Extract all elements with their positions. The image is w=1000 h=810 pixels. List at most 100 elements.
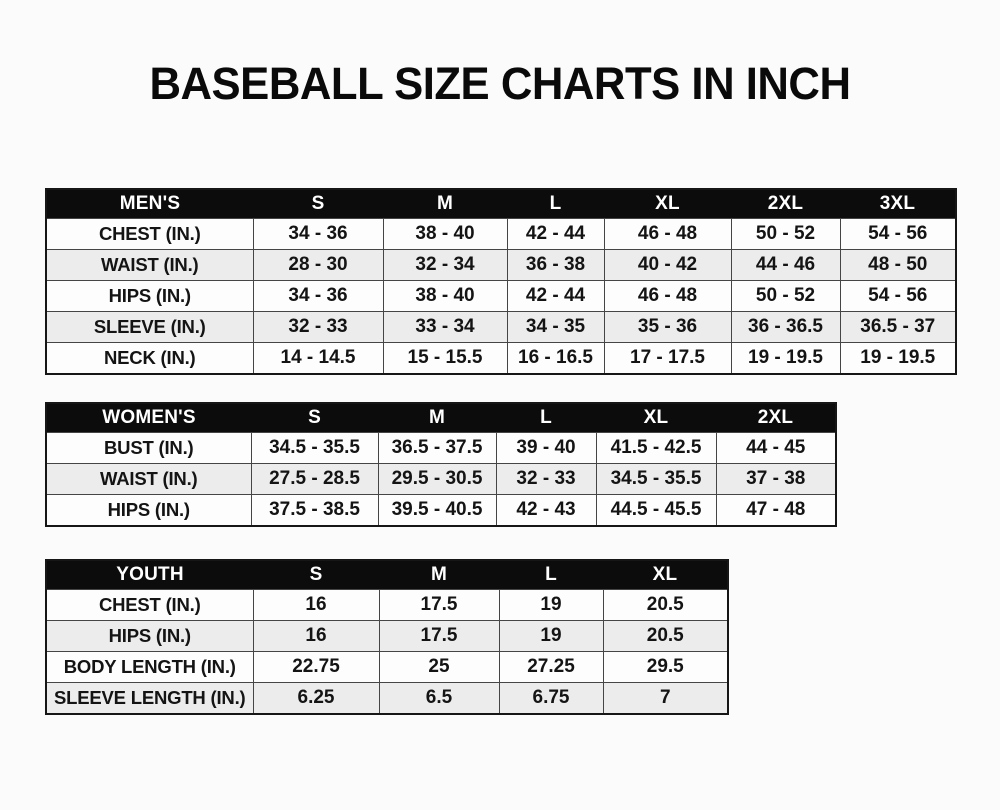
mens-size-value: 50 - 52 — [730, 218, 841, 251]
mens-size-column-header: L — [507, 188, 604, 219]
youth-row-label: CHEST (IN.) — [45, 589, 254, 622]
mens-size-column-header: S — [253, 188, 383, 219]
youth-table-row: CHEST (IN.) 16 17.5 19 20.5 — [45, 589, 729, 622]
youth-row-label: BODY LENGTH (IN.) — [45, 651, 254, 684]
youth-size-value: 17.5 — [378, 620, 500, 653]
mens-size-value: 48 - 50 — [839, 249, 957, 282]
womens-size-value: 29.5 - 30.5 — [377, 463, 497, 496]
mens-size-value: 40 - 42 — [603, 249, 732, 282]
page-title: BASEBALL SIZE CHARTS IN INCH — [149, 58, 851, 109]
youth-size-column-header: XL — [603, 559, 728, 590]
womens-row-label: HIPS (IN.) — [45, 494, 252, 527]
womens-row-label: WAIST (IN.) — [45, 463, 252, 496]
mens-size-value: 19 - 19.5 — [839, 342, 957, 375]
youth-size-value: 16 — [252, 620, 380, 653]
mens-row-label: CHEST (IN.) — [45, 218, 254, 251]
womens-size-value: 37 - 38 — [715, 463, 837, 496]
mens-size-value: 46 - 48 — [603, 280, 732, 313]
womens-size-value: 34.5 - 35.5 — [595, 463, 717, 496]
mens-size-column-header: 3XL — [840, 188, 956, 219]
youth-size-value: 7 — [602, 682, 729, 715]
mens-size-value: 35 - 36 — [603, 311, 732, 344]
mens-size-value: 38 - 40 — [382, 280, 508, 313]
womens-size-value: 27.5 - 28.5 — [250, 463, 379, 496]
youth-size-column-header: M — [379, 559, 499, 590]
mens-size-column-header: M — [383, 188, 507, 219]
mens-size-value: 50 - 52 — [730, 280, 841, 313]
mens-table-title: MEN'S — [46, 188, 253, 219]
youth-header-row: YOUTH S M L XL — [46, 559, 728, 590]
youth-size-value: 16 — [252, 589, 380, 622]
womens-table-row: WAIST (IN.) 27.5 - 28.5 29.5 - 30.5 32 - 33… — [45, 463, 837, 496]
womens-size-column-header: L — [496, 402, 596, 433]
womens-size-value: 34.5 - 35.5 — [250, 432, 379, 465]
mens-size-value: 44 - 46 — [730, 249, 841, 282]
mens-size-value: 54 - 56 — [839, 280, 957, 313]
tables-container: MEN'S S M L XL 2XL 3XL CHEST (IN.) 34 - 36 38 - 4… — [45, 187, 1000, 715]
youth-size-value: 20.5 — [602, 589, 729, 622]
mens-row-label: WAIST (IN.) — [45, 249, 254, 282]
youth-size-value: 6.25 — [252, 682, 380, 715]
womens-size-value: 32 - 33 — [495, 463, 597, 496]
mens-size-value: 28 - 30 — [252, 249, 384, 282]
youth-size-value: 25 — [378, 651, 500, 684]
mens-table-row: HIPS (IN.) 34 - 36 38 - 40 42 - 44 46 - 48 50… — [45, 280, 957, 313]
womens-size-value: 41.5 - 42.5 — [595, 432, 717, 465]
youth-size-column-header: L — [499, 559, 603, 590]
womens-size-value: 42 - 43 — [495, 494, 597, 527]
youth-table-title: YOUTH — [46, 559, 253, 590]
mens-size-value: 54 - 56 — [839, 218, 957, 251]
womens-table-title: WOMEN'S — [46, 402, 251, 433]
womens-size-value: 39 - 40 — [495, 432, 597, 465]
womens-size-value: 36.5 - 37.5 — [377, 432, 497, 465]
womens-table-row: BUST (IN.) 34.5 - 35.5 36.5 - 37.5 39 - 40 4… — [45, 432, 837, 465]
mens-size-value: 42 - 44 — [506, 280, 605, 313]
mens-size-value: 14 - 14.5 — [252, 342, 384, 375]
womens-row-label: BUST (IN.) — [45, 432, 252, 465]
youth-row-label: SLEEVE LENGTH (IN.) — [45, 682, 254, 715]
mens-row-label: HIPS (IN.) — [45, 280, 254, 313]
womens-size-value: 37.5 - 38.5 — [250, 494, 379, 527]
youth-row-label: HIPS (IN.) — [45, 620, 254, 653]
youth-table-row: BODY LENGTH (IN.) 22.75 25 27.25 29.5 — [45, 651, 729, 684]
mens-size-value: 19 - 19.5 — [730, 342, 841, 375]
mens-size-column-header: 2XL — [731, 188, 840, 219]
womens-table-row: HIPS (IN.) 37.5 - 38.5 39.5 - 40.5 42 - 43 4… — [45, 494, 837, 527]
youth-size-value: 20.5 — [602, 620, 729, 653]
womens-header-row: WOMEN'S S M L XL 2XL — [46, 402, 836, 433]
youth-size-value: 27.25 — [498, 651, 604, 684]
mens-table-row: NECK (IN.) 14 - 14.5 15 - 15.5 16 - 16.5 17 … — [45, 342, 957, 375]
size-chart-page: BASEBALL SIZE CHARTS IN INCH MEN'S S M L XL 2… — [0, 58, 1000, 715]
mens-size-value: 34 - 35 — [506, 311, 605, 344]
womens-size-value: 47 - 48 — [715, 494, 837, 527]
mens-size-value: 42 - 44 — [506, 218, 605, 251]
youth-table-row: SLEEVE LENGTH (IN.) 6.25 6.5 6.75 7 — [45, 682, 729, 715]
youth-size-column-header: S — [253, 559, 379, 590]
womens-size-value: 44 - 45 — [715, 432, 837, 465]
youth-size-value: 6.75 — [498, 682, 604, 715]
womens-size-column-header: M — [378, 402, 496, 433]
youth-table-row: HIPS (IN.) 16 17.5 19 20.5 — [45, 620, 729, 653]
mens-size-value: 32 - 33 — [252, 311, 384, 344]
womens-size-table: WOMEN'S S M L XL 2XL BUST (IN.) 34.5 - 35.5 36.5… — [45, 401, 837, 527]
mens-size-value: 36.5 - 37 — [839, 311, 957, 344]
youth-size-value: 17.5 — [378, 589, 500, 622]
womens-size-value: 44.5 - 45.5 — [595, 494, 717, 527]
womens-size-column-header: 2XL — [716, 402, 836, 433]
mens-size-value: 16 - 16.5 — [506, 342, 605, 375]
youth-size-value: 29.5 — [602, 651, 729, 684]
mens-size-value: 36 - 36.5 — [730, 311, 841, 344]
mens-size-value: 36 - 38 — [506, 249, 605, 282]
youth-size-value: 19 — [498, 620, 604, 653]
mens-size-value: 15 - 15.5 — [382, 342, 508, 375]
mens-row-label: NECK (IN.) — [45, 342, 254, 375]
youth-size-table: YOUTH S M L XL CHEST (IN.) 16 17.5 19 20.5 HIPS (I… — [45, 558, 729, 715]
mens-size-value: 38 - 40 — [382, 218, 508, 251]
youth-size-value: 22.75 — [252, 651, 380, 684]
mens-table-row: CHEST (IN.) 34 - 36 38 - 40 42 - 44 46 - 48 5… — [45, 218, 957, 251]
mens-header-row: MEN'S S M L XL 2XL 3XL — [46, 188, 956, 219]
mens-size-column-header: XL — [604, 188, 731, 219]
youth-size-value: 6.5 — [378, 682, 500, 715]
mens-size-value: 33 - 34 — [382, 311, 508, 344]
mens-size-value: 32 - 34 — [382, 249, 508, 282]
